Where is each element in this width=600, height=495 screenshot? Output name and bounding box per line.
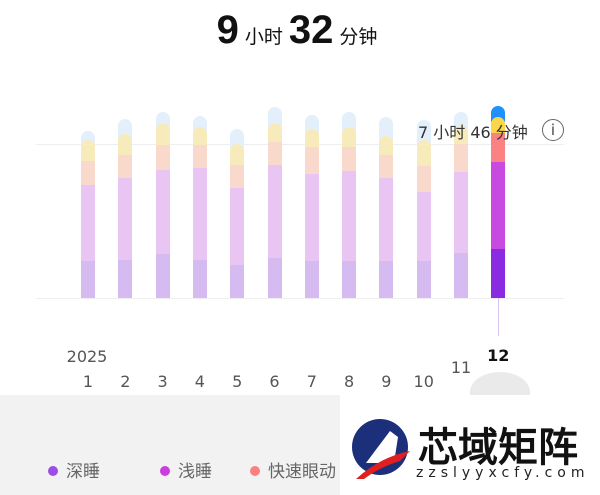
bar-segment-awake	[192, 127, 207, 146]
bar-segment-deep	[416, 260, 431, 298]
bar-segment-deep	[192, 260, 207, 298]
watermark-logo-icon	[352, 419, 410, 479]
bar-segment-light	[267, 165, 282, 258]
bar-segment-other	[267, 107, 282, 128]
legend-dot	[48, 466, 58, 476]
x-tick-label: 5	[232, 372, 243, 391]
bar-segment-awake	[118, 134, 133, 156]
bar-10[interactable]	[416, 120, 431, 298]
legend-deep: 深睡	[48, 457, 100, 482]
bar-segment-rem	[342, 146, 357, 171]
total-duration: 9 小时 32 分钟	[0, 8, 600, 53]
legend-light: 浅睡	[160, 457, 212, 482]
bar-segment-deep	[304, 260, 319, 298]
bar-segment-rem	[379, 155, 394, 178]
hours-value: 9	[216, 8, 239, 52]
x-tick-label: 6	[269, 372, 280, 391]
bar-segment-light	[155, 169, 170, 254]
bar-segment-rem	[454, 144, 468, 173]
bar-segment-awake	[267, 122, 282, 143]
bar-segment-awake	[81, 140, 95, 161]
bar-11[interactable]	[454, 112, 468, 298]
bar-segment-deep	[454, 252, 468, 298]
bar-9[interactable]	[379, 116, 394, 298]
bar-segment-awake	[379, 135, 394, 156]
bar-segment-awake	[454, 126, 468, 145]
legend-label: 快速眼动	[268, 462, 336, 482]
bar-5[interactable]	[230, 129, 245, 298]
bar-segment-awake	[304, 128, 319, 147]
x-tick-label: 10	[413, 372, 434, 391]
bar-segment-rem	[155, 144, 170, 170]
x-tick-label: 3	[157, 372, 168, 391]
bar-segment-rem	[304, 146, 319, 174]
x-tick-label: 4	[194, 372, 205, 391]
bar-1[interactable]	[81, 130, 95, 298]
info-icon[interactable]: i	[542, 119, 564, 141]
bar-segment-rem	[81, 160, 95, 186]
bar-segment-awake	[230, 144, 245, 166]
bar-segment-deep	[379, 260, 394, 298]
grid-line-top	[36, 144, 564, 145]
x-tick-label: 8	[344, 372, 355, 391]
bar-segment-light	[118, 178, 133, 261]
bar-segment-rem	[491, 132, 506, 162]
bar-segment-light	[81, 185, 95, 261]
x-tick-label: 12	[487, 346, 510, 365]
bar-segment-light	[491, 161, 506, 249]
bar-segment-other	[379, 116, 394, 141]
bar-segment-awake	[342, 126, 357, 147]
bar-segment-rem	[192, 145, 207, 168]
legend-label: 深睡	[66, 462, 100, 482]
watermark-url: zzslyyxcfy.com	[416, 465, 590, 481]
x-tick-label: 9	[381, 372, 392, 391]
bar-segment-deep	[81, 260, 95, 298]
bar-12[interactable]	[491, 105, 506, 298]
bar-2[interactable]	[118, 119, 133, 298]
selected-duration: 7 小时 46 分钟	[418, 123, 528, 142]
bar-segment-deep	[118, 260, 133, 298]
bar-segment-rem	[416, 165, 431, 192]
x-tick-label: 2	[120, 372, 131, 391]
minutes-value: 32	[288, 8, 334, 52]
bar-segment-deep	[342, 260, 357, 298]
baseline	[36, 298, 564, 299]
bar-segment-light	[192, 167, 207, 261]
hours-unit: 小时	[244, 26, 283, 48]
bar-segment-light	[304, 173, 319, 261]
bar-segment-light	[379, 178, 394, 261]
bar-segment-deep	[491, 248, 506, 298]
bar-segment-rem	[118, 155, 133, 178]
selection-line	[498, 298, 499, 336]
bar-segment-awake	[416, 140, 431, 166]
bar-8[interactable]	[342, 111, 357, 298]
x-tick-label: 1	[82, 372, 94, 391]
bar-segment-light	[230, 188, 245, 266]
bar-segment-awake	[155, 122, 170, 145]
legend-label: 浅睡	[178, 462, 212, 482]
legend-rem: 快速眼动	[250, 457, 336, 482]
year-label: 2025	[66, 347, 108, 366]
bar-segment-light	[416, 191, 431, 261]
bar-6[interactable]	[267, 107, 282, 298]
x-tick-label: 11	[450, 358, 472, 377]
legend-dot	[160, 466, 170, 476]
bar-3[interactable]	[155, 111, 170, 298]
legend-dot	[250, 466, 260, 476]
bar-segment-light	[454, 172, 468, 253]
bar-segment-deep	[267, 257, 282, 298]
bar-segment-deep	[155, 253, 170, 298]
bar-segment-deep	[230, 265, 245, 298]
bar-segment-rem	[230, 165, 245, 188]
minutes-unit: 分钟	[339, 26, 378, 48]
x-tick-label: 7	[306, 372, 317, 391]
bar-4[interactable]	[192, 116, 207, 298]
bar-segment-light	[342, 170, 357, 261]
bar-7[interactable]	[304, 114, 319, 298]
watermark: 芯域矩阵 zzslyyxcfy.com	[340, 395, 600, 495]
watermark-text: 芯域矩阵	[418, 424, 578, 471]
bar-segment-rem	[267, 142, 282, 166]
bar-segment-other	[416, 120, 431, 146]
bar-segment-awake	[491, 116, 506, 133]
